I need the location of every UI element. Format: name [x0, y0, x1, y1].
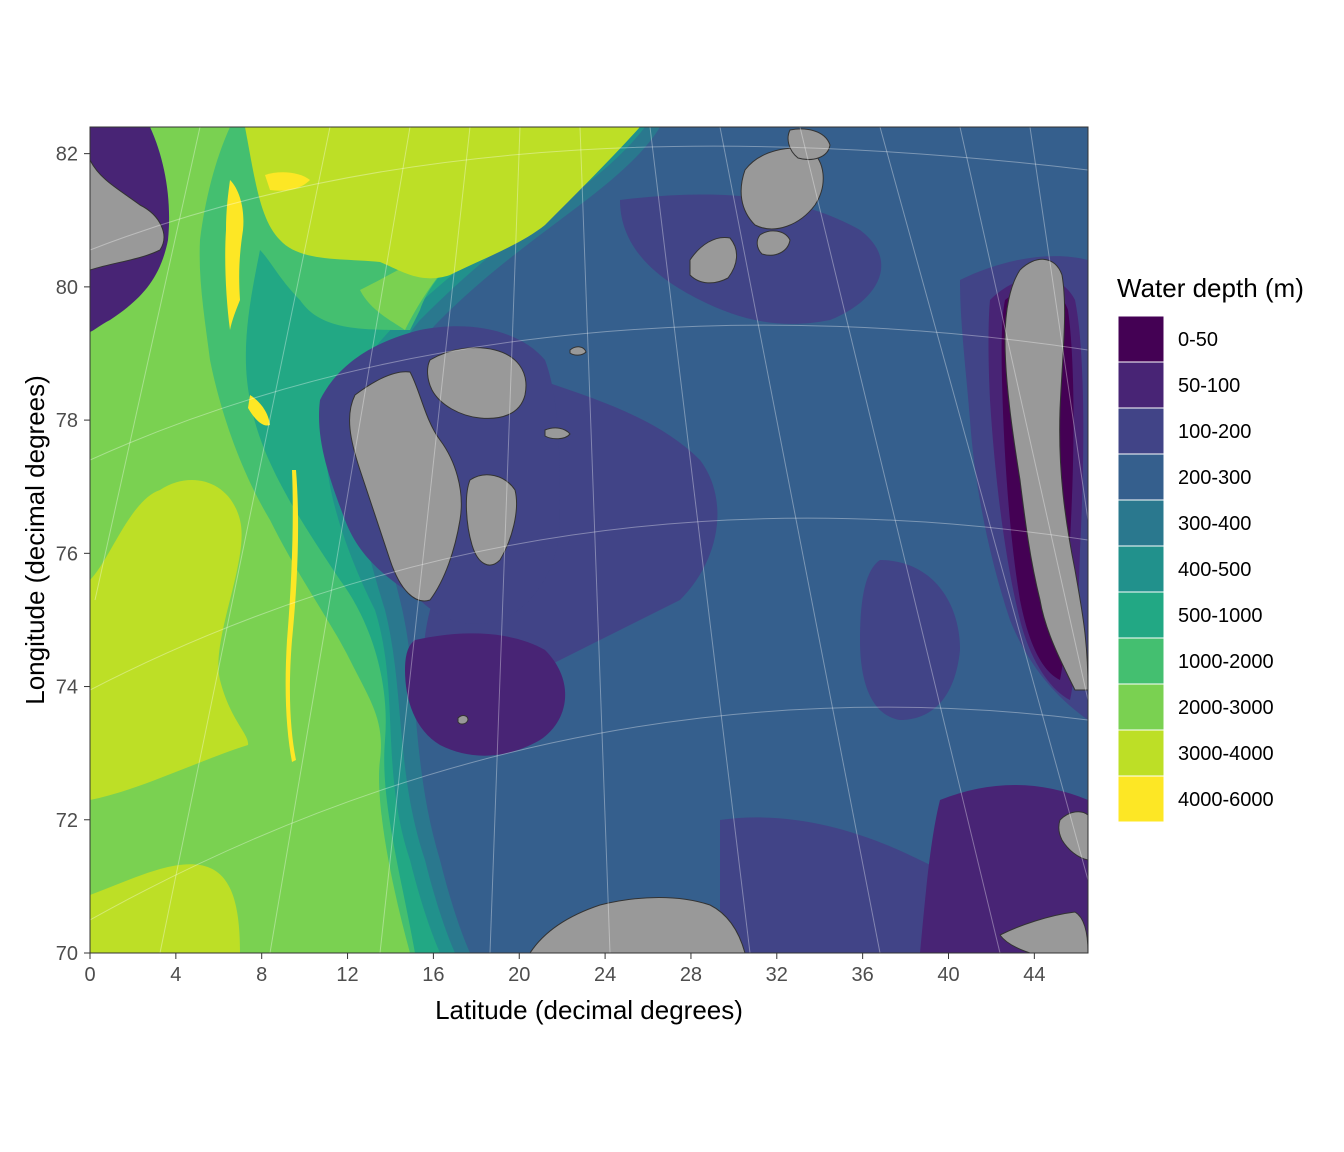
legend-label: 2000-3000 — [1178, 697, 1274, 719]
land-svalbard-edgeoya — [465, 474, 518, 566]
y-tick-label: 70 — [56, 943, 78, 965]
y-axis-title: Longitude (decimal degrees) — [20, 375, 50, 705]
land-svalbard-spitsbergen — [349, 371, 462, 602]
legend-label: 400-500 — [1178, 559, 1251, 581]
x-tick-label: 8 — [256, 964, 267, 986]
y-tick-label: 72 — [56, 810, 78, 832]
legend: Water depth (m) 0-50 50-100 100-200 200-300… — [1117, 273, 1304, 823]
legend-label: 500-1000 — [1178, 605, 1263, 627]
depth-zone-3000-4000-southwest — [90, 864, 240, 953]
x-axis: 0 4 8 12 16 20 24 28 32 36 40 44 — [84, 953, 1045, 986]
graticule-meridian — [719, 127, 881, 953]
legend-swatch — [1117, 453, 1165, 501]
land-greenland — [90, 159, 165, 271]
legend-swatch — [1117, 591, 1165, 639]
depth-zone-4000-6000 — [225, 180, 244, 330]
x-tick-label: 24 — [594, 964, 616, 986]
x-tick-label: 44 — [1023, 964, 1045, 986]
depth-zone-50-100 — [405, 633, 566, 756]
y-tick-label: 76 — [56, 543, 78, 565]
legend-entries: 0-50 50-100 100-200 200-300 300-400 400-500 50… — [1117, 315, 1274, 823]
land-bear-island — [457, 715, 469, 725]
legend-label: 200-300 — [1178, 467, 1251, 489]
graticule-meridian — [269, 127, 411, 953]
land-franz-josef-land-east — [740, 147, 824, 230]
legend-label: 50-100 — [1178, 375, 1240, 397]
graticule-parallel — [90, 145, 1088, 251]
x-tick-label: 12 — [336, 964, 358, 986]
graticule — [90, 127, 1088, 953]
graticule-meridian — [159, 127, 331, 953]
x-tick-label: 0 — [84, 964, 95, 986]
legend-title: Water depth (m) — [1117, 273, 1304, 303]
land-franz-josef-land — [689, 236, 737, 284]
x-tick-label: 20 — [508, 964, 530, 986]
map-panel — [90, 127, 1088, 953]
land-franz-josef-land-south — [756, 230, 791, 256]
x-tick-label: 4 — [170, 964, 181, 986]
graticule-meridian — [799, 127, 1001, 953]
land-severnaya-island — [1058, 811, 1088, 861]
land-scandinavia — [529, 897, 746, 953]
graticule-meridian — [649, 127, 751, 953]
land-kvitoya — [569, 346, 587, 356]
land-franz-josef-land-north — [787, 128, 831, 160]
land-kong-karls-land — [544, 427, 571, 440]
depth-zone-4000-6000-north — [265, 172, 310, 191]
legend-swatch — [1117, 499, 1165, 547]
graticule-meridian — [579, 127, 611, 953]
depth-zone-4000-6000-ridge — [285, 470, 299, 762]
graticule-meridian — [489, 127, 521, 953]
depth-zone-50-100-kola — [920, 785, 1088, 953]
x-tick-label: 28 — [680, 964, 702, 986]
graticule-parallel — [90, 517, 1088, 691]
graticule-meridian — [959, 127, 1088, 701]
legend-label: 0-50 — [1178, 329, 1218, 351]
y-tick-label: 78 — [56, 410, 78, 432]
legend-label: 300-400 — [1178, 513, 1251, 535]
graticule-parallel — [90, 324, 1088, 461]
depth-zone-4000-6000-trench — [248, 395, 270, 426]
depth-zone-3000-4000-north — [245, 127, 640, 279]
legend-label: 4000-6000 — [1178, 789, 1274, 811]
legend-swatch — [1117, 683, 1165, 731]
x-tick-label: 36 — [852, 964, 874, 986]
land-svalbard-nordaustlandet — [427, 347, 527, 419]
legend-label: 3000-4000 — [1178, 743, 1274, 765]
legend-swatch — [1117, 407, 1165, 455]
legend-swatch — [1117, 775, 1165, 823]
legend-label: 1000-2000 — [1178, 651, 1274, 673]
y-tick-label: 82 — [56, 144, 78, 166]
y-tick-label: 74 — [56, 677, 78, 699]
legend-swatch — [1117, 361, 1165, 409]
legend-swatch — [1117, 729, 1165, 777]
graticule-parallel — [90, 706, 1088, 921]
x-tick-label: 40 — [937, 964, 959, 986]
y-axis: 70 72 74 76 78 80 82 — [56, 144, 90, 965]
depth-zone-100-200 — [620, 194, 882, 324]
x-axis-title: Latitude (decimal degrees) — [435, 995, 743, 1025]
panel-border — [89, 126, 1089, 954]
depth-zone-100-200-east — [860, 560, 960, 720]
legend-swatch — [1117, 545, 1165, 593]
graticule-meridian — [879, 127, 1088, 881]
graticule-meridian — [379, 127, 471, 953]
land-kola-peninsula — [999, 911, 1088, 953]
x-tick-label: 32 — [766, 964, 788, 986]
depth-zone-3000-4000 — [90, 480, 249, 800]
legend-swatch — [1117, 315, 1165, 363]
graticule-meridian — [1029, 127, 1088, 521]
x-tick-label: 16 — [422, 964, 444, 986]
y-tick-label: 80 — [56, 277, 78, 299]
legend-label: 100-200 — [1178, 421, 1251, 443]
legend-swatch — [1117, 637, 1165, 685]
graticule-meridian — [94, 127, 201, 601]
